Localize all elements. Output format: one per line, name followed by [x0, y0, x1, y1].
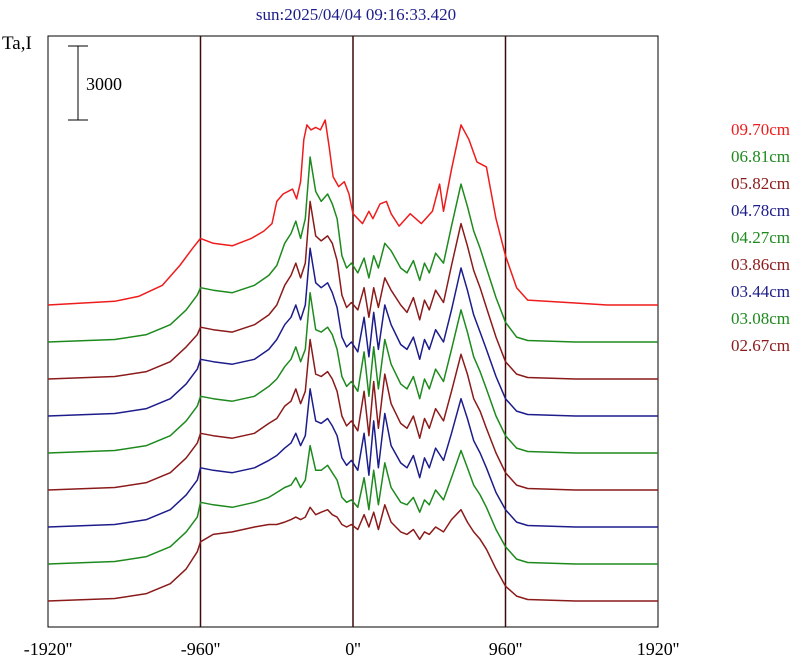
series-line-02.67cm — [47, 504, 658, 602]
legend-entry-05.82cm: 05.82cm — [731, 174, 790, 193]
legend-entry-09.70cm: 09.70cm — [731, 120, 790, 139]
x-tick-label-4: 1920'' — [637, 639, 680, 659]
series-line-03.86cm — [47, 338, 658, 491]
series-line-09.70cm — [47, 119, 658, 306]
x-axis-ticks: -1920'' -960'' 0'' 960'' 1920'' — [24, 639, 679, 659]
reference-lines — [199, 36, 507, 627]
series-line-04.27cm — [47, 291, 658, 454]
chart-title: sun:2025/04/04 09:16:33.420 — [256, 5, 456, 24]
series-line-05.82cm — [47, 200, 658, 380]
legend-entry-02.67cm: 02.67cm — [731, 336, 790, 355]
series-line-03.08cm — [47, 444, 658, 565]
series-line-03.44cm — [47, 388, 658, 528]
scale-bar: 3000 — [68, 45, 122, 121]
scale-bar-label: 3000 — [86, 74, 122, 94]
y-axis-label: Ta,I — [2, 33, 32, 54]
legend-entry-03.44cm: 03.44cm — [731, 282, 790, 301]
legend-entry-04.78cm: 04.78cm — [731, 201, 790, 220]
legend: 09.70cm 06.81cm 05.82cm 04.78cm 04.27cm 03.86… — [731, 120, 790, 355]
legend-entry-03.08cm: 03.08cm — [731, 309, 790, 328]
x-tick-label-2: 0'' — [345, 639, 361, 659]
series-line-06.81cm — [47, 156, 658, 343]
series-lines — [47, 119, 658, 602]
x-tick-label-1: -960'' — [181, 639, 220, 659]
legend-entry-06.81cm: 06.81cm — [731, 147, 790, 166]
series-line-04.78cm — [47, 247, 658, 417]
legend-entry-03.86cm: 03.86cm — [731, 255, 790, 274]
x-tick-label-0: -1920'' — [24, 639, 72, 659]
legend-entry-04.27cm: 04.27cm — [731, 228, 790, 247]
x-tick-label-3: 960'' — [489, 639, 523, 659]
